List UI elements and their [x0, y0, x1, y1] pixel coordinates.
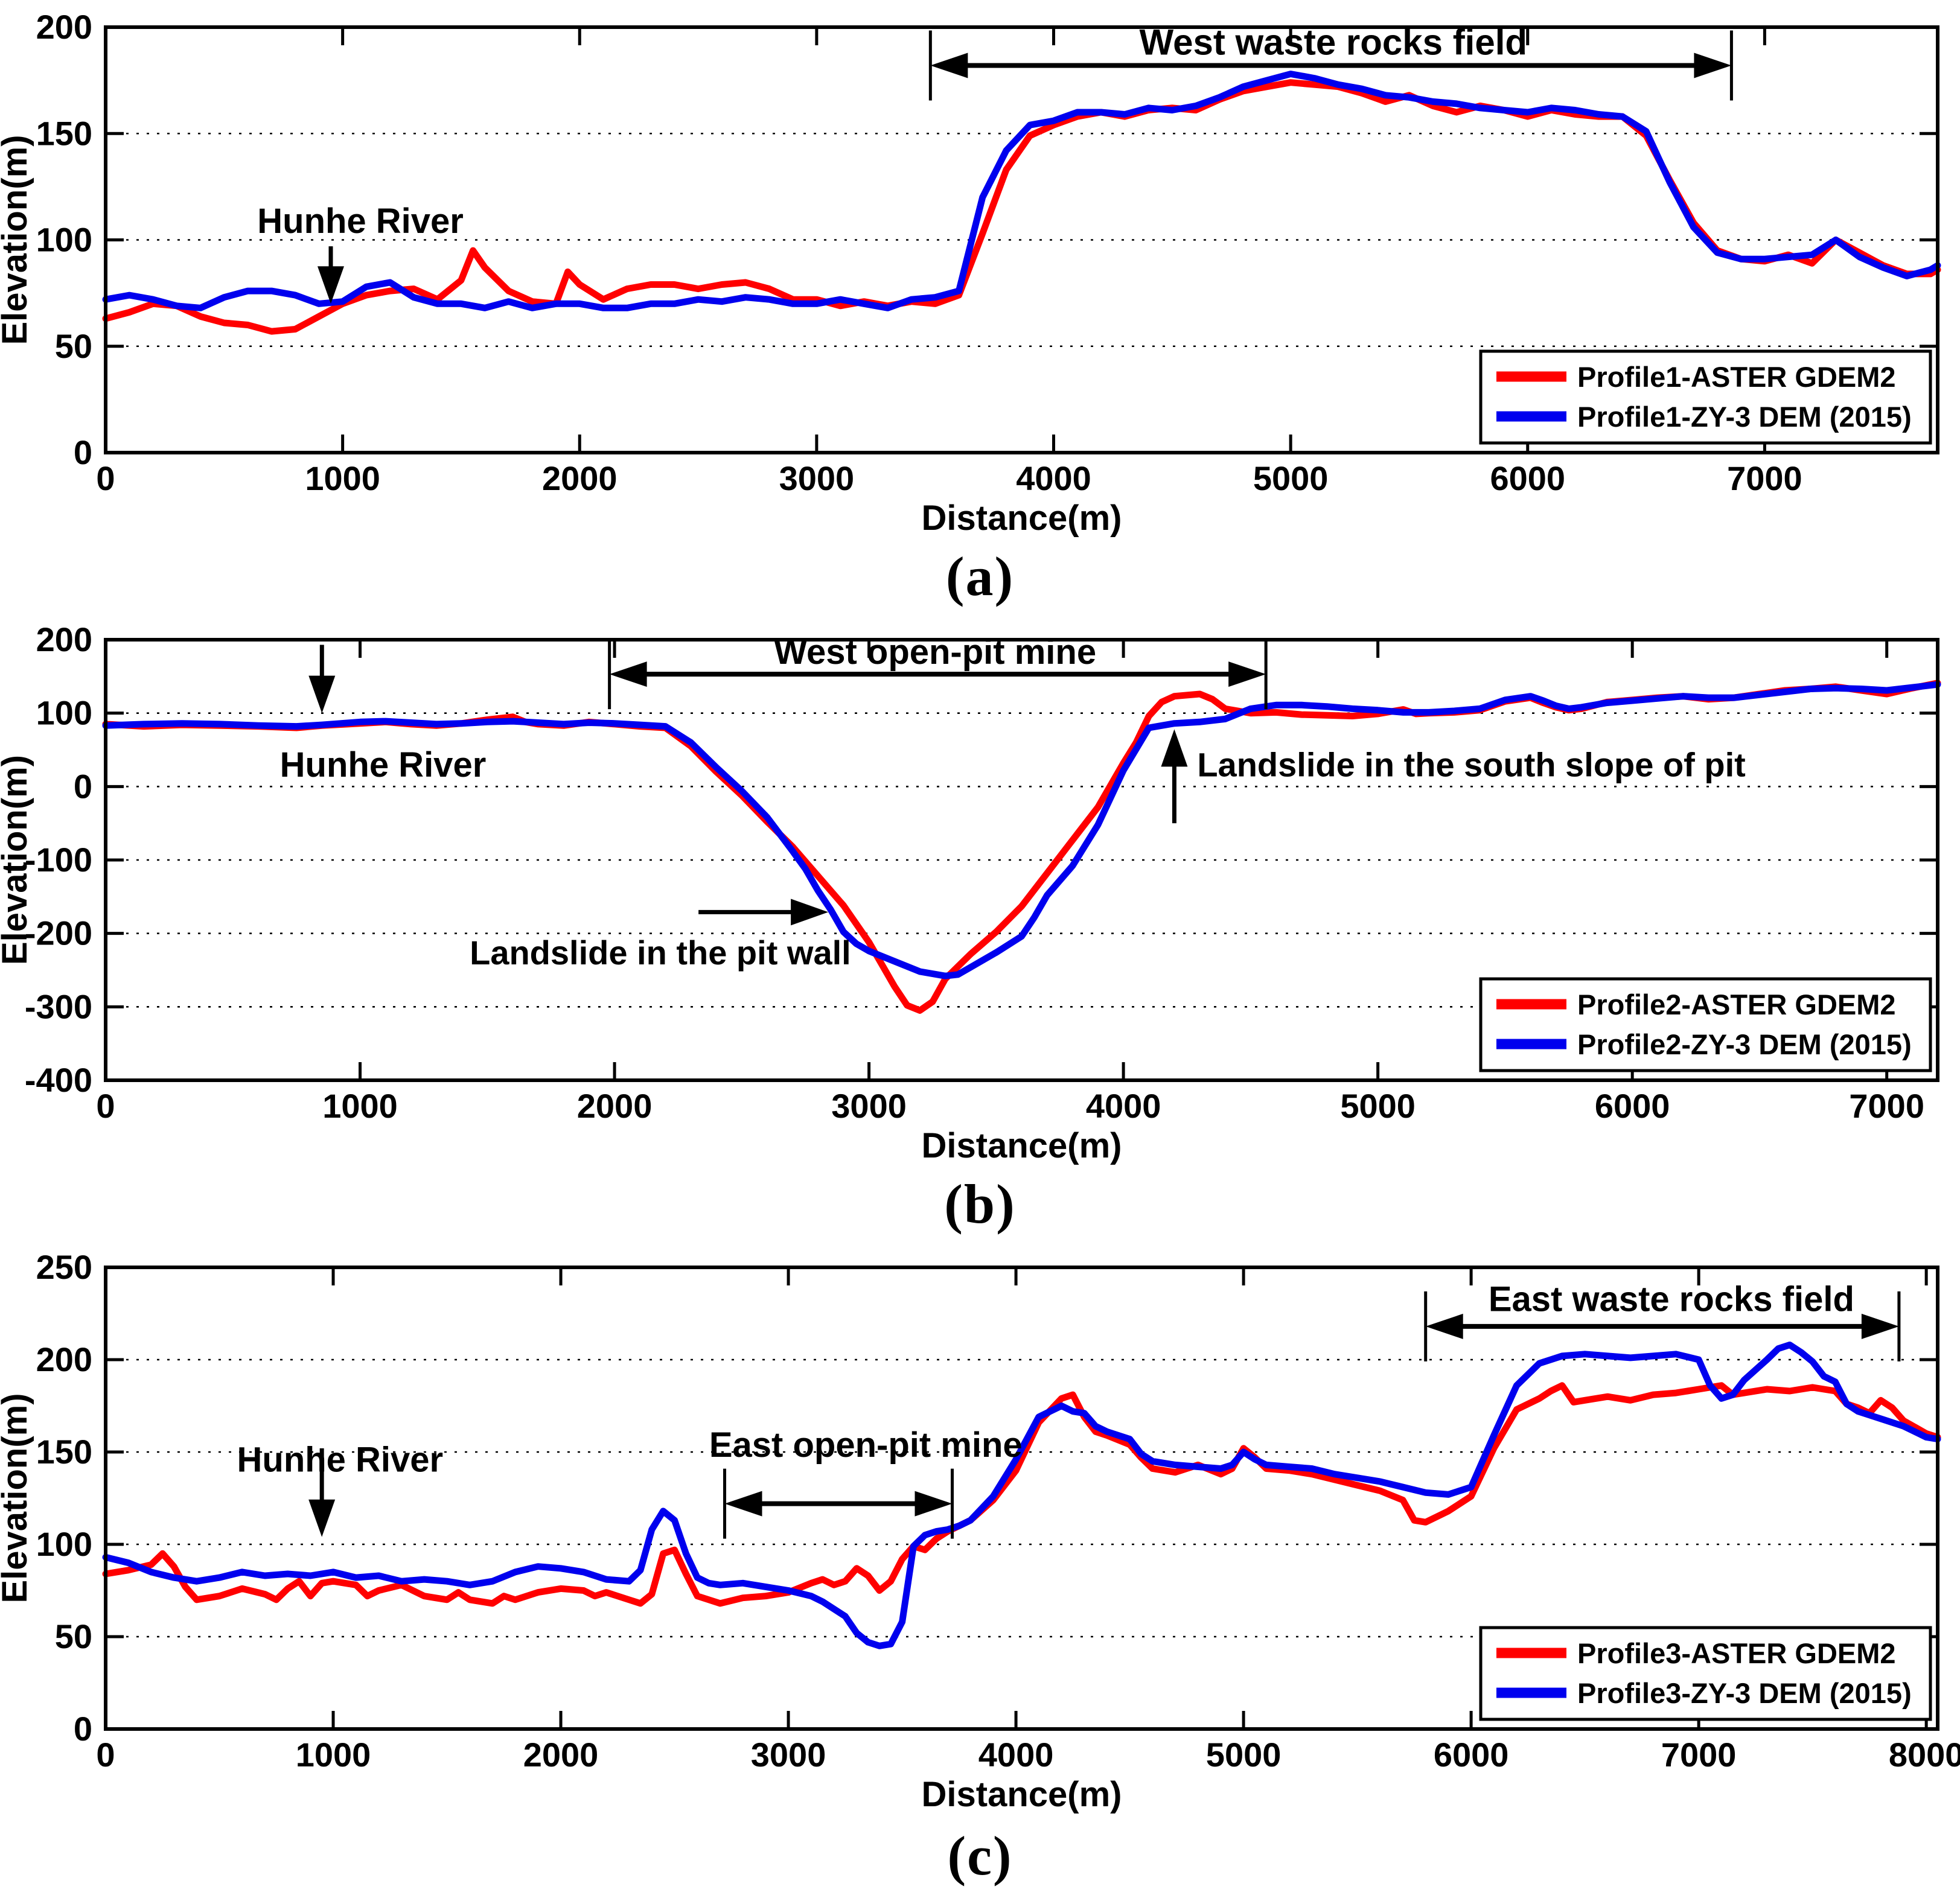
svg-text:-100: -100 — [25, 841, 92, 879]
svg-text:1000: 1000 — [305, 459, 380, 497]
svg-text:200: 200 — [36, 8, 92, 46]
svg-text:7000: 7000 — [1849, 1087, 1924, 1125]
legend: Profile1-ASTER GDEM2 Profile1-ZY-3 DEM (2… — [1479, 349, 1932, 445]
series-zy3 — [102, 681, 1941, 979]
svg-text:4000: 4000 — [1086, 1087, 1161, 1125]
svg-text:Profile2-ASTER GDEM2: Profile2-ASTER GDEM2 — [1577, 989, 1896, 1021]
svg-text:50: 50 — [55, 1617, 92, 1655]
chart-c-canvas: 0 50 100 150 200 250 0 1000 2000 3000 4000 5000 6000… — [0, 1249, 1960, 1814]
svg-text:7000: 7000 — [1727, 459, 1802, 497]
svg-text:50: 50 — [55, 327, 92, 365]
caption-a: (a) — [0, 537, 1960, 622]
svg-text:6000: 6000 — [1434, 1736, 1509, 1774]
svg-text:Elevation(m): Elevation(m) — [0, 755, 34, 965]
series-lines — [102, 680, 1941, 1014]
caption-c-label: (c) — [947, 1825, 1013, 1887]
svg-text:5000: 5000 — [1253, 459, 1329, 497]
panel-c: 0 50 100 150 200 250 0 1000 2000 3000 4000 5000 6000… — [0, 1249, 1960, 1901]
svg-text:Profile1-ASTER GDEM2: Profile1-ASTER GDEM2 — [1577, 361, 1896, 393]
svg-text:Hunhe River: Hunhe River — [237, 1441, 444, 1480]
svg-text:Hunhe River: Hunhe River — [257, 202, 464, 241]
svg-text:0: 0 — [74, 1710, 92, 1748]
svg-text:Landslide in the south slope o: Landslide in the south slope of pit — [1197, 745, 1745, 783]
svg-text:West waste rocks field: West waste rocks field — [1140, 22, 1527, 63]
series-zy3 — [102, 1342, 1941, 1649]
svg-text:0: 0 — [96, 459, 115, 497]
svg-text:0: 0 — [74, 433, 92, 471]
svg-text:100: 100 — [36, 221, 92, 259]
svg-text:Profile3-ASTER GDEM2: Profile3-ASTER GDEM2 — [1577, 1637, 1896, 1669]
svg-text:-400: -400 — [25, 1061, 92, 1099]
series-aster — [102, 680, 1941, 1014]
svg-text:2000: 2000 — [542, 459, 618, 497]
svg-text:0: 0 — [96, 1736, 115, 1774]
svg-text:2000: 2000 — [523, 1736, 599, 1774]
axis-frame — [104, 25, 1939, 454]
svg-text:0: 0 — [96, 1087, 115, 1125]
svg-text:100: 100 — [36, 1525, 92, 1563]
svg-text:1000: 1000 — [296, 1736, 371, 1774]
axis-frame — [104, 1266, 1939, 1731]
svg-text:100: 100 — [36, 694, 92, 732]
svg-text:East open-pit mine: East open-pit mine — [709, 1425, 1023, 1465]
svg-text:5000: 5000 — [1340, 1087, 1416, 1125]
svg-text:0: 0 — [74, 767, 92, 805]
svg-text:1000: 1000 — [322, 1087, 398, 1125]
annotations: Hunhe River West open-pit mine Landslide i… — [280, 632, 1746, 972]
panel-a: 0 50 100 150 200 0 1000 2000 3000 4000 5000 6000 700… — [0, 0, 1960, 622]
axis-ticks: 0 50 100 150 200 250 0 1000 2000 3000 4000 5000 6000… — [0, 1249, 1960, 1814]
caption-a-label: (a) — [945, 546, 1015, 607]
svg-text:7000: 7000 — [1661, 1736, 1737, 1774]
svg-text:Profile1-ZY-3 DEM (2015): Profile1-ZY-3 DEM (2015) — [1577, 401, 1912, 433]
svg-text:-300: -300 — [25, 987, 92, 1025]
svg-text:Distance(m): Distance(m) — [922, 498, 1122, 537]
panel-b: -400 -300 -200 -100 0 100 200 0 1000 2000 3000 4000… — [0, 622, 1960, 1249]
svg-text:150: 150 — [36, 1433, 92, 1471]
caption-b: (b) — [0, 1165, 1960, 1249]
caption-c: (c) — [0, 1817, 1960, 1901]
svg-text:5000: 5000 — [1206, 1736, 1282, 1774]
svg-text:3000: 3000 — [831, 1087, 907, 1125]
caption-b-label: (b) — [944, 1173, 1016, 1235]
svg-text:Elevation(m): Elevation(m) — [0, 1393, 34, 1603]
svg-text:250: 250 — [36, 1249, 92, 1286]
series-zy3 — [102, 71, 1941, 311]
svg-text:Distance(m): Distance(m) — [922, 1775, 1122, 1814]
svg-text:2000: 2000 — [577, 1087, 653, 1125]
axis-frame — [104, 638, 1939, 1082]
svg-text:150: 150 — [36, 114, 92, 152]
series-lines — [102, 1342, 1941, 1649]
svg-text:Elevation(m): Elevation(m) — [0, 135, 34, 345]
svg-text:Hunhe River: Hunhe River — [280, 745, 487, 785]
svg-text:8000: 8000 — [1889, 1736, 1960, 1774]
annotations: Hunhe River West waste rocks field — [257, 22, 1733, 304]
svg-text:200: 200 — [36, 1340, 92, 1378]
svg-text:6000: 6000 — [1490, 459, 1565, 497]
svg-text:Profile2-ZY-3 DEM (2015): Profile2-ZY-3 DEM (2015) — [1577, 1028, 1912, 1060]
svg-text:3000: 3000 — [751, 1736, 826, 1774]
svg-text:Landslide in the pit wall: Landslide in the pit wall — [470, 934, 851, 972]
svg-text:-200: -200 — [25, 914, 92, 952]
gridlines — [106, 1358, 1938, 1638]
series-lines — [102, 71, 1941, 335]
svg-text:6000: 6000 — [1595, 1087, 1670, 1125]
svg-text:4000: 4000 — [978, 1736, 1054, 1774]
svg-text:Distance(m): Distance(m) — [922, 1126, 1122, 1165]
svg-text:4000: 4000 — [1016, 459, 1091, 497]
series-aster — [102, 1382, 1941, 1607]
svg-text:200: 200 — [36, 622, 92, 658]
svg-text:3000: 3000 — [779, 459, 855, 497]
annotations: Hunhe River East open-pit mine East waste … — [237, 1279, 1901, 1539]
svg-text:East waste rocks field: East waste rocks field — [1489, 1279, 1854, 1319]
svg-text:West open-pit mine: West open-pit mine — [774, 632, 1096, 672]
svg-text:Profile3-ZY-3 DEM (2015): Profile3-ZY-3 DEM (2015) — [1577, 1677, 1912, 1709]
legend: Profile3-ASTER GDEM2 Profile3-ZY-3 DEM (2… — [1479, 1626, 1932, 1721]
legend: Profile2-ASTER GDEM2 Profile2-ZY-3 DEM (2… — [1479, 977, 1932, 1072]
